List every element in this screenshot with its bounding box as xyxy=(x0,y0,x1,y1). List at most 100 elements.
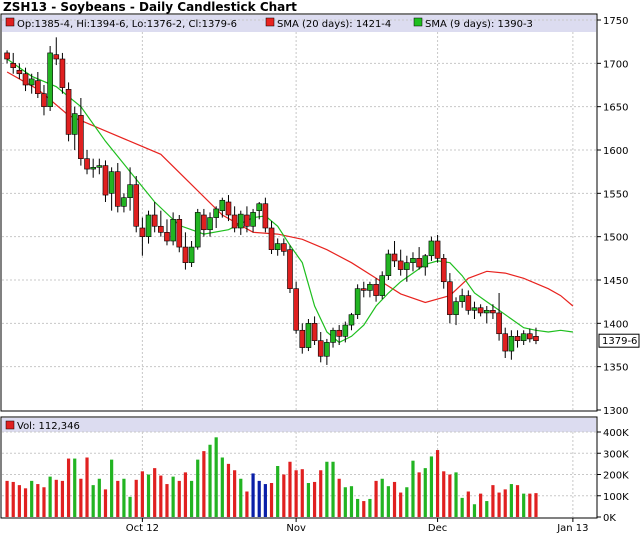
candle xyxy=(274,238,281,256)
volume-bar xyxy=(515,485,520,517)
candle xyxy=(35,72,41,98)
candle-body xyxy=(145,214,152,237)
candle xyxy=(514,330,521,348)
volume-bar xyxy=(17,485,21,517)
candle-body xyxy=(158,225,164,233)
volume-bar xyxy=(460,497,464,517)
candle-body xyxy=(422,255,429,268)
volume-bar xyxy=(282,474,286,517)
volume-bar xyxy=(196,459,200,517)
candle-body xyxy=(360,288,367,291)
price-legend: Op:1385-4, Hi:1394-6, Lo:1376-2, Cl:1379… xyxy=(5,17,533,30)
candle-body xyxy=(490,310,496,314)
candle-body xyxy=(483,310,490,314)
candle-body xyxy=(496,312,502,335)
volume-bar xyxy=(42,487,46,517)
volume-bar xyxy=(116,480,120,517)
volume-bar xyxy=(319,470,323,517)
volume-bar xyxy=(79,478,83,517)
volume-bar xyxy=(356,498,360,517)
candle-body xyxy=(244,214,250,227)
date-tick-label: Oct 12 xyxy=(126,523,159,534)
candle-body xyxy=(367,284,373,291)
volume-bar xyxy=(66,458,71,517)
candle xyxy=(127,167,133,211)
candle-body xyxy=(35,80,41,94)
candle-body xyxy=(231,214,238,229)
price-axis: 1300 1350 1400 1450 1500 1550 1600 1650 1700 1750 xyxy=(597,16,628,417)
candle xyxy=(182,232,189,270)
volume-bar xyxy=(23,488,28,517)
candle-body xyxy=(225,201,232,216)
candle-body xyxy=(41,93,47,107)
candle-body xyxy=(114,171,121,207)
candle xyxy=(268,221,275,254)
candle xyxy=(244,206,250,233)
volume-bar xyxy=(245,491,249,517)
candle xyxy=(28,73,35,94)
candle-body xyxy=(268,227,275,250)
candle-body xyxy=(293,288,299,331)
sma20-line xyxy=(6,71,574,307)
volume-bar xyxy=(435,450,440,517)
candle xyxy=(145,210,152,244)
candle xyxy=(151,202,158,233)
price-tick-label: 1300 xyxy=(603,406,628,417)
candle xyxy=(508,330,515,360)
candle-body xyxy=(213,208,219,218)
candle xyxy=(188,241,195,267)
candle xyxy=(96,158,103,175)
volume-bar xyxy=(472,504,477,517)
candle-body xyxy=(404,262,410,270)
candle-body xyxy=(188,246,195,263)
last-price-box xyxy=(598,333,640,348)
volume-gridlines xyxy=(2,431,596,497)
candle xyxy=(477,304,484,317)
candle xyxy=(360,281,367,298)
ohlc-legend-swatch xyxy=(5,17,15,27)
volume-bar xyxy=(522,493,526,517)
candle-body xyxy=(133,184,140,227)
candle xyxy=(262,197,269,233)
candle xyxy=(428,236,435,261)
volume-bar xyxy=(497,492,501,517)
candle-body xyxy=(22,73,29,86)
volume-bar xyxy=(374,480,378,517)
volume-bar xyxy=(103,489,108,517)
price-tick-label: 1650 xyxy=(603,103,628,114)
volume-axis: 0K 100K 200K 300K 400K xyxy=(597,428,629,524)
candle-body xyxy=(108,171,115,194)
candle-body xyxy=(59,58,66,88)
volume-bars xyxy=(5,437,538,517)
volume-bar xyxy=(300,469,304,517)
volume-bar xyxy=(134,479,138,517)
volume-bar xyxy=(380,478,384,517)
candle xyxy=(453,297,459,326)
candle xyxy=(459,288,465,308)
candle-body xyxy=(96,165,103,168)
candle-body xyxy=(53,54,60,60)
volume-bar xyxy=(306,483,311,517)
volume-bar xyxy=(233,470,237,517)
candle-body xyxy=(477,307,484,314)
candle xyxy=(121,193,127,213)
candle-body xyxy=(471,307,478,311)
volume-tick-label: 100K xyxy=(603,492,629,503)
candle-body xyxy=(201,214,207,231)
candle-body xyxy=(182,246,189,263)
sma20-legend-text: SMA (20 days): 1421-4 xyxy=(277,19,391,30)
volume-legend-band xyxy=(2,418,596,432)
candle-body xyxy=(164,232,170,242)
candle-body xyxy=(16,69,23,75)
candle-body xyxy=(305,323,312,348)
candle xyxy=(170,212,176,246)
volume-bar xyxy=(269,483,274,517)
candle-body xyxy=(274,243,281,250)
candle-body xyxy=(428,240,435,257)
candle-body xyxy=(71,113,78,135)
candle xyxy=(225,195,232,222)
volume-bar xyxy=(454,472,458,517)
candle xyxy=(490,304,496,319)
volume-bar xyxy=(122,478,126,517)
candle xyxy=(520,330,527,345)
